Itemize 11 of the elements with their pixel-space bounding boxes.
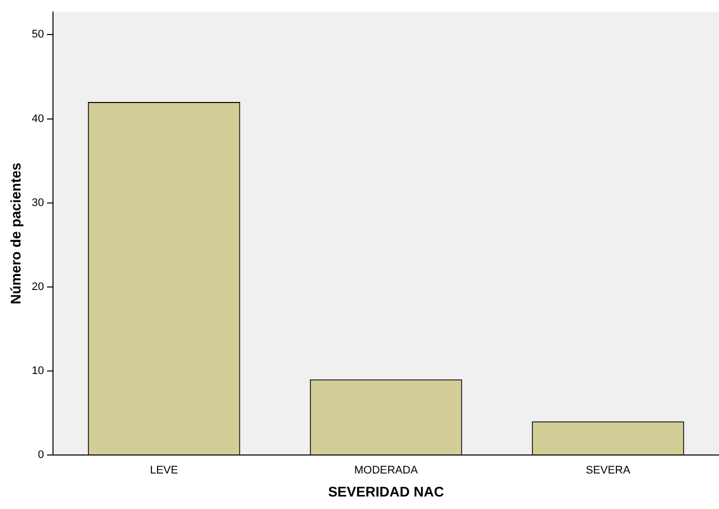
y-tick-label: 40 [32, 112, 44, 125]
x-tick-label: LEVE [150, 464, 178, 477]
y-axis-title: Número de pacientes [7, 162, 24, 304]
x-axis-title: SEVERIDAD NAC [328, 483, 444, 500]
y-tick-label: 50 [32, 28, 44, 41]
x-tick-label: SEVERA [586, 464, 631, 477]
x-tick-label: MODERADA [354, 464, 418, 477]
y-tick-label: 0 [38, 449, 44, 462]
y-tick-label: 10 [32, 364, 44, 377]
y-tick-label: 30 [32, 196, 44, 209]
y-tick-label: 20 [32, 280, 44, 293]
